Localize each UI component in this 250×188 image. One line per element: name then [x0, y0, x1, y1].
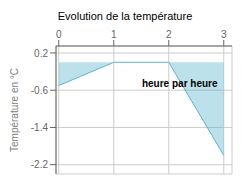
svg-text:heure par heure: heure par heure [142, 78, 218, 89]
svg-text:0.2: 0.2 [34, 48, 48, 59]
svg-text:2: 2 [166, 29, 172, 40]
svg-text:-2.2: -2.2 [31, 159, 49, 170]
svg-text:0: 0 [56, 29, 62, 40]
svg-text:3: 3 [221, 29, 227, 40]
svg-text:-0.6: -0.6 [31, 85, 49, 96]
html-text:Evolution de la température: Evolution de la température [57, 10, 193, 22]
svg-text:Température en °C: Température en °C [9, 68, 20, 152]
svg-text:-1.4: -1.4 [31, 122, 49, 133]
svg-text:1: 1 [111, 29, 117, 40]
